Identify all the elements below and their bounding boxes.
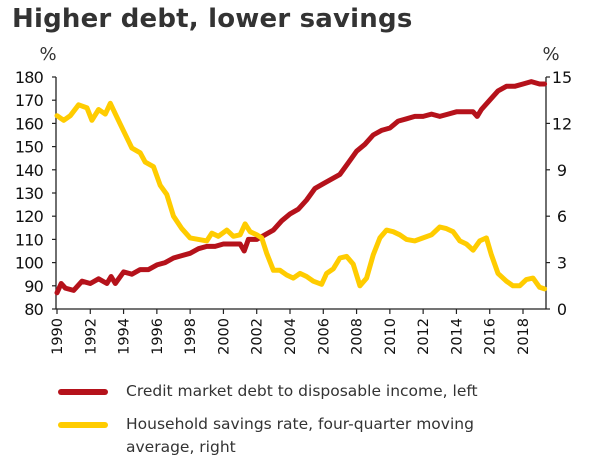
left-axis-tick-label: 120 xyxy=(15,207,44,226)
legend-swatch-debt xyxy=(58,389,108,395)
right-axis-tick-label: 9 xyxy=(557,161,567,180)
left-axis-tick-label: 100 xyxy=(15,254,44,273)
right-axis-tick-label: 3 xyxy=(557,254,567,273)
x-axis-tick-label: 1990 xyxy=(50,318,66,355)
x-axis-tick-label: 1992 xyxy=(83,318,99,355)
left-axis-tick-label: 150 xyxy=(15,138,44,157)
right-axis-tick-label: 12 xyxy=(552,114,572,133)
left-axis-tick-label: 130 xyxy=(15,184,44,203)
x-axis-tick-label: 2014 xyxy=(449,318,465,355)
legend-label-debt: Credit market debt to disposable income,… xyxy=(126,382,478,400)
right-axis-tick-label: 6 xyxy=(557,207,567,226)
x-axis-tick-label: 2004 xyxy=(283,318,299,355)
x-axis-tick-label: 2000 xyxy=(216,318,232,355)
x-axis-tick-label: 2010 xyxy=(383,318,399,355)
x-axis-tick-label: 2008 xyxy=(350,318,366,355)
x-axis-tick-label: 2016 xyxy=(483,318,499,355)
legend: Credit market debt to disposable income,… xyxy=(58,380,578,469)
x-axis-tick-label: 2006 xyxy=(316,318,332,355)
series-layer xyxy=(54,79,548,296)
x-axis-tick-label: 1998 xyxy=(183,318,199,355)
x-axis-tick-label: 2012 xyxy=(416,318,432,355)
left-axis-tick-label: 170 xyxy=(15,91,44,110)
right-axis-tick-label: 15 xyxy=(552,68,572,87)
legend-item-debt: Credit market debt to disposable income,… xyxy=(58,380,578,403)
right-axis-unit-label: % xyxy=(542,44,559,65)
legend-label-savings: Household savings rate, four-quarter mov… xyxy=(126,415,474,456)
legend-swatch-savings xyxy=(58,422,108,428)
x-axis-tick-label: 2018 xyxy=(516,318,532,355)
left-axis-tick-label: 90 xyxy=(24,277,43,296)
left-axis-tick-label: 160 xyxy=(15,114,44,133)
series-line-credit-debt xyxy=(54,79,548,296)
x-axis-tick-label: 2002 xyxy=(250,318,266,355)
left-axis-tick-label: 80 xyxy=(24,300,43,319)
series-line-savings-rate xyxy=(54,100,548,292)
left-axis-tick-label: 140 xyxy=(15,161,44,180)
right-axis-tick-label: 0 xyxy=(557,300,567,319)
chart-title: Higher debt, lower savings xyxy=(12,4,413,34)
left-axis-tick-label: 180 xyxy=(15,68,44,87)
x-axis-tick-label: 1996 xyxy=(150,318,166,355)
x-axis-tick-label: 1994 xyxy=(117,318,133,355)
left-axis-tick-label: 110 xyxy=(15,230,44,249)
axes: % % 80 90 100 110 120 130 140 150 160 170 180 0 3 6 9 12 1… xyxy=(15,44,572,355)
left-axis-unit-label: % xyxy=(39,44,56,65)
legend-item-savings: Household savings rate, four-quarter mov… xyxy=(58,413,578,459)
